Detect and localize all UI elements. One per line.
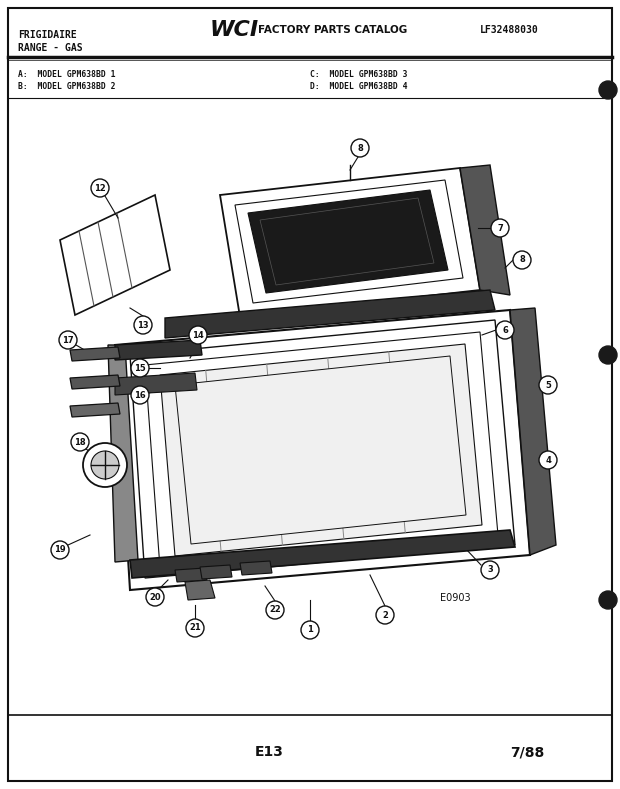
Polygon shape	[160, 344, 482, 556]
Circle shape	[91, 451, 119, 479]
Circle shape	[71, 433, 89, 451]
Circle shape	[134, 316, 152, 334]
Polygon shape	[248, 190, 448, 293]
Text: 13: 13	[137, 320, 149, 330]
Text: 19: 19	[54, 545, 66, 555]
Text: 7: 7	[497, 223, 503, 233]
Circle shape	[266, 601, 284, 619]
Polygon shape	[175, 568, 207, 582]
Text: 21: 21	[189, 623, 201, 633]
Circle shape	[131, 386, 149, 404]
Polygon shape	[108, 345, 138, 562]
Text: C:  MODEL GPM638BD 3: C: MODEL GPM638BD 3	[310, 69, 407, 78]
Polygon shape	[510, 308, 556, 555]
Text: 17: 17	[62, 335, 74, 345]
Circle shape	[186, 619, 204, 637]
Polygon shape	[70, 375, 120, 389]
Text: D:  MODEL GPM638BD 4: D: MODEL GPM638BD 4	[310, 81, 407, 91]
Polygon shape	[175, 356, 466, 544]
Text: 16: 16	[134, 391, 146, 399]
Text: FACTORY PARTS CATALOG: FACTORY PARTS CATALOG	[258, 25, 407, 35]
Polygon shape	[130, 320, 515, 578]
Text: E0903: E0903	[440, 593, 471, 603]
Circle shape	[301, 621, 319, 639]
Circle shape	[376, 606, 394, 624]
Text: 22: 22	[269, 605, 281, 615]
Polygon shape	[145, 332, 498, 568]
Polygon shape	[115, 310, 530, 590]
Polygon shape	[70, 347, 120, 361]
Text: 6: 6	[502, 326, 508, 335]
Text: 14: 14	[192, 331, 204, 339]
Circle shape	[51, 541, 69, 559]
Text: 20: 20	[149, 593, 161, 601]
Text: eReplacementParts.com: eReplacementParts.com	[237, 385, 373, 395]
Circle shape	[481, 561, 499, 579]
Circle shape	[146, 588, 164, 606]
Polygon shape	[130, 530, 515, 578]
Text: 15: 15	[134, 364, 146, 372]
Polygon shape	[220, 168, 480, 317]
Circle shape	[351, 139, 369, 157]
Text: 4: 4	[545, 455, 551, 465]
Text: FRIGIDAIRE: FRIGIDAIRE	[18, 30, 77, 40]
Circle shape	[539, 451, 557, 469]
Polygon shape	[165, 290, 495, 338]
Text: WCI: WCI	[210, 20, 259, 40]
Text: 18: 18	[74, 437, 86, 447]
Polygon shape	[240, 561, 272, 575]
Text: 7/88: 7/88	[510, 745, 544, 759]
Polygon shape	[115, 340, 202, 360]
Text: B:  MODEL GPM638BD 2: B: MODEL GPM638BD 2	[18, 81, 115, 91]
Text: LF32488030: LF32488030	[480, 25, 539, 35]
Circle shape	[59, 331, 77, 349]
Text: 1: 1	[307, 626, 313, 634]
Polygon shape	[185, 580, 215, 600]
Text: 8: 8	[519, 256, 525, 264]
Text: 12: 12	[94, 184, 106, 193]
Text: 2: 2	[382, 611, 388, 619]
Circle shape	[599, 346, 617, 364]
Polygon shape	[235, 180, 463, 303]
Polygon shape	[200, 565, 232, 579]
Circle shape	[131, 359, 149, 377]
Circle shape	[491, 219, 509, 237]
Polygon shape	[60, 195, 170, 315]
Circle shape	[599, 591, 617, 609]
Polygon shape	[115, 373, 197, 395]
Text: 5: 5	[545, 380, 551, 390]
Circle shape	[189, 326, 207, 344]
Circle shape	[496, 321, 514, 339]
Polygon shape	[460, 165, 510, 295]
Circle shape	[91, 179, 109, 197]
Circle shape	[599, 81, 617, 99]
Polygon shape	[260, 198, 434, 285]
Polygon shape	[70, 403, 120, 417]
Text: 8: 8	[357, 144, 363, 152]
Circle shape	[83, 443, 127, 487]
Text: A:  MODEL GPM638BD 1: A: MODEL GPM638BD 1	[18, 69, 115, 78]
Text: RANGE - GAS: RANGE - GAS	[18, 43, 82, 53]
Circle shape	[539, 376, 557, 394]
Text: E13: E13	[255, 745, 284, 759]
Text: 3: 3	[487, 566, 493, 574]
Circle shape	[513, 251, 531, 269]
